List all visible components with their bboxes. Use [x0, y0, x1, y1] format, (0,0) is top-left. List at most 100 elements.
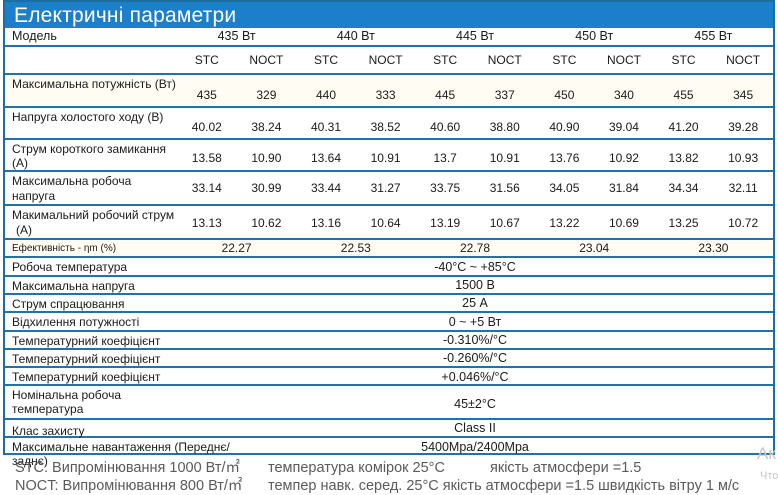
spec-row-temp-coef-voltage: Температурний коефіцієнт напруги -0.260%… [5, 350, 773, 380]
value-cell: 41.20 [668, 120, 699, 134]
value-cell: 435 [196, 88, 217, 102]
row-label-line: Максимальна робоча напруга [12, 174, 132, 203]
condition-header: NOCT [726, 53, 761, 67]
value-cell: 40.02 [191, 120, 222, 134]
value-cell: 13.76 [549, 151, 580, 165]
value-cell: 38.52 [370, 120, 401, 134]
electrical-parameters-table: Електричні параметри Модель 435 Вт 440 В… [3, 0, 775, 468]
value-cell: 13.25 [668, 216, 699, 230]
spec-label: Клас захисту [12, 424, 85, 438]
value-cell: 31.56 [489, 181, 520, 195]
value-cell: 31.27 [370, 181, 401, 195]
spec-value: -0.260%/°C [442, 351, 508, 365]
spec-value: -0.310%/°C [442, 333, 508, 347]
condition-header: NOCT [368, 53, 403, 67]
value-cell: 10.93 [728, 151, 759, 165]
spec-row-power-tolerance: Відхилення потужності 0 ~ +5 Вт [5, 313, 773, 332]
model-440: 440 Вт [336, 29, 375, 43]
value-cell: 40.60 [430, 120, 461, 134]
spec-value: -40°C ~ +85°C [434, 260, 516, 274]
value-cell: 31.84 [608, 181, 639, 195]
value-cell: 10.69 [608, 216, 639, 230]
value-cell: 10.92 [608, 151, 639, 165]
value-cell: 10.91 [370, 151, 401, 165]
model-445: 445 Вт [456, 29, 494, 43]
table-row-open-circuit-voltage: Напруга холостого ходу (В) 40.02 38.24 4… [5, 108, 773, 140]
row-label: Максимальна робоча напруга (В) [5, 172, 177, 218]
value-cell: 34.34 [668, 181, 699, 195]
table-grid: Модель 435 Вт 440 Вт 445 Вт 450 Вт 455 В… [3, 28, 775, 468]
footer-stc-note: STC: Випромінювання 1000 Вт/㎡ температура… [15, 456, 641, 477]
efficiency-value: 22.27 [221, 241, 252, 255]
value-cell: 30.99 [251, 181, 282, 195]
value-cell: 13.58 [191, 151, 222, 165]
condition-header: STC [552, 53, 577, 67]
stc-irradiance: STC: Випромінювання 1000 Вт/㎡ [15, 460, 241, 476]
value-cell: 40.90 [549, 120, 580, 134]
value-cell: 13.19 [430, 216, 461, 230]
value-cell: 13.82 [668, 151, 699, 165]
value-cell: 455 [673, 88, 694, 102]
spec-label: Температурний коефіцієнт напруги [12, 352, 161, 380]
efficiency-value: 22.53 [340, 241, 371, 255]
spec-row-noct: Номінальна робоча температура 45±2°C [5, 386, 773, 420]
value-cell: 38.24 [251, 120, 282, 134]
row-label: Макимальний робочий струм (А) [5, 206, 177, 238]
spec-row-operating-temperature: Робоча температура -40°C ~ +85°C [5, 258, 773, 277]
value-cell: 333 [375, 88, 396, 102]
value-cell: 10.64 [370, 216, 401, 230]
value-cell: 10.62 [251, 216, 282, 230]
spec-row-fuse-rating: Струм спрацювання запобіжника 25 А [5, 295, 773, 325]
value-cell: 33.14 [191, 181, 222, 195]
efficiency-label: Ефективність - ηm (%) [12, 243, 117, 254]
spec-value: 45±2°C [454, 397, 496, 411]
model-label: Модель [12, 29, 57, 43]
spec-row-temp-coef-current: Температурний коефіцієнт струму +0.046%/… [5, 368, 773, 398]
condition-header: STC [671, 53, 696, 67]
noct-ambient-conditions: темпер навк. серед. 25°C якість атмосфер… [268, 478, 740, 494]
table-row-max-operating-voltage: Максимальна робоча напруга (В) 33.14 30.… [5, 172, 773, 218]
value-cell: 450 [554, 88, 575, 102]
value-cell: 34.05 [549, 181, 580, 195]
value-cell: 32.11 [728, 181, 758, 195]
stc-cell-temperature: температура комірок 25°C [268, 460, 445, 476]
row-label: Струм короткого замикання (А) [12, 142, 167, 170]
spec-label: Струм спрацювання запобіжника [12, 297, 125, 325]
value-cell: 38.80 [489, 120, 520, 134]
spec-label: Максимальна напруга системи [12, 279, 135, 307]
spec-row-max-system-voltage: Максимальна напруга системи 1500 В [5, 277, 773, 307]
condition-header: STC [313, 53, 338, 67]
spec-label: Максимальне навантаження (Переднє/заднє) [12, 440, 230, 468]
spec-row-protection-class: Клас захисту Class II [5, 420, 773, 438]
stc-air-mass: якість атмосфери =1.5 [490, 460, 642, 476]
model-row: Модель 435 Вт 440 Вт 445 Вт 450 Вт 455 В… [5, 28, 773, 47]
spec-row-max-load: Максимальне навантаження (Переднє/заднє)… [5, 438, 773, 468]
value-cell: 10.90 [251, 151, 282, 165]
spec-label: Робоча температура [12, 260, 128, 274]
condition-header: NOCT [249, 53, 284, 67]
table-row-efficiency: Ефективність - ηm (%) 22.27 22.53 22.78 … [5, 240, 773, 258]
efficiency-value: 23.04 [579, 241, 610, 255]
spec-label: Відхилення потужності [12, 315, 140, 329]
value-cell: 10.91 [489, 151, 520, 165]
value-cell: 440 [315, 88, 336, 102]
value-cell: 33.44 [310, 181, 341, 195]
condition-header: STC [433, 53, 458, 67]
value-cell: 13.16 [310, 216, 341, 230]
spec-value: Class II [454, 421, 496, 435]
condition-row: STC NOCT STC NOCT STC NOCT STC NOCT STC … [5, 47, 773, 75]
row-label: Максимальна потужність (Вт) [12, 77, 176, 91]
table-title: Електричні параметри [3, 0, 775, 28]
value-cell: 345 [733, 88, 754, 102]
table-row-max-operating-current: Макимальний робочий струм (А) 13.13 10.6… [5, 206, 773, 240]
value-cell: 13.22 [549, 216, 580, 230]
model-435: 435 Вт [217, 29, 256, 43]
table-row-max-power: Максимальна потужність (Вт) 435 329 440 … [5, 75, 773, 108]
value-cell: 39.28 [728, 120, 759, 134]
spec-value: 0 ~ +5 Вт [448, 315, 502, 329]
condition-label-empty [5, 47, 177, 73]
value-cell: 13.13 [191, 216, 222, 230]
spec-value: 25 А [462, 296, 488, 310]
value-cell: 337 [494, 88, 515, 102]
value-cell: 33.75 [430, 181, 461, 195]
